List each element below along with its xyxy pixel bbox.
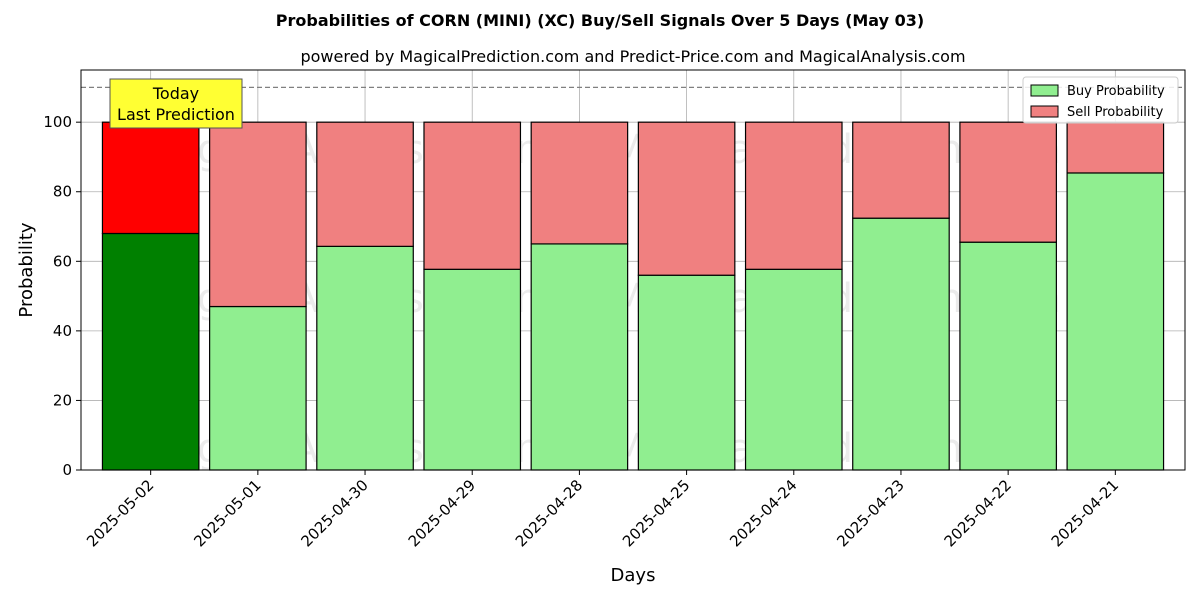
bar-buy [209, 305, 307, 471]
bar-sell [744, 121, 843, 270]
bar-sell [316, 121, 414, 247]
bar-buy [1066, 172, 1165, 471]
bar-buy [637, 274, 736, 471]
legend-swatch [1030, 105, 1059, 118]
x-tick-label: 2025-04-28 [512, 476, 586, 550]
plot-frame [80, 69, 1186, 471]
annotation-box [109, 78, 243, 129]
chart-title: Probabilities of CORN (MINI) (XC) Buy/Se… [276, 11, 924, 30]
annotation-text: Today [152, 84, 199, 103]
y-tick-label: 20 [53, 391, 72, 409]
annotation-text: Last Prediction [117, 105, 235, 124]
legend-box [1022, 76, 1179, 124]
bar-buy [852, 217, 950, 471]
y-axis-label: Probability [16, 222, 37, 317]
bar-buy [530, 243, 629, 471]
x-axis-label: Days [611, 565, 656, 586]
bar-buy [423, 268, 522, 471]
bar-buy [744, 268, 843, 471]
legend-label: Buy Probability [1067, 84, 1165, 99]
y-tick-label: 40 [53, 322, 72, 340]
bar-buy [101, 232, 200, 471]
x-tick-label: 2025-04-24 [726, 476, 800, 550]
bar-sell [852, 121, 950, 219]
y-tick-label: 0 [62, 461, 72, 479]
bar-buy [316, 245, 414, 471]
bar-sell [101, 121, 200, 235]
bar-sell [1066, 121, 1165, 174]
bar-sell [209, 121, 307, 308]
x-tick-label: 2025-04-21 [1048, 476, 1122, 550]
legend-swatch [1030, 84, 1059, 97]
x-tick-label: 2025-04-25 [619, 476, 693, 550]
chart-subtitle: powered by MagicalPrediction.com and Pre… [300, 47, 965, 66]
y-tick-label: 80 [53, 183, 72, 201]
y-tick-label: 60 [53, 252, 72, 270]
x-tick-label: 2025-04-22 [941, 476, 1015, 550]
x-tick-label: 2025-05-01 [190, 476, 264, 550]
x-tick-label: 2025-05-02 [83, 476, 157, 550]
x-tick-label: 2025-04-29 [405, 476, 479, 550]
bar-sell [423, 121, 522, 270]
legend-label: Sell Probability [1067, 105, 1164, 120]
x-tick-label: 2025-04-30 [297, 476, 371, 550]
x-tick-label: 2025-04-23 [833, 476, 907, 550]
bar-sell [637, 121, 736, 276]
y-tick-label: 100 [43, 113, 72, 131]
bar-sell [530, 121, 629, 245]
bar-sell [959, 121, 1057, 243]
bar-buy [959, 241, 1057, 471]
